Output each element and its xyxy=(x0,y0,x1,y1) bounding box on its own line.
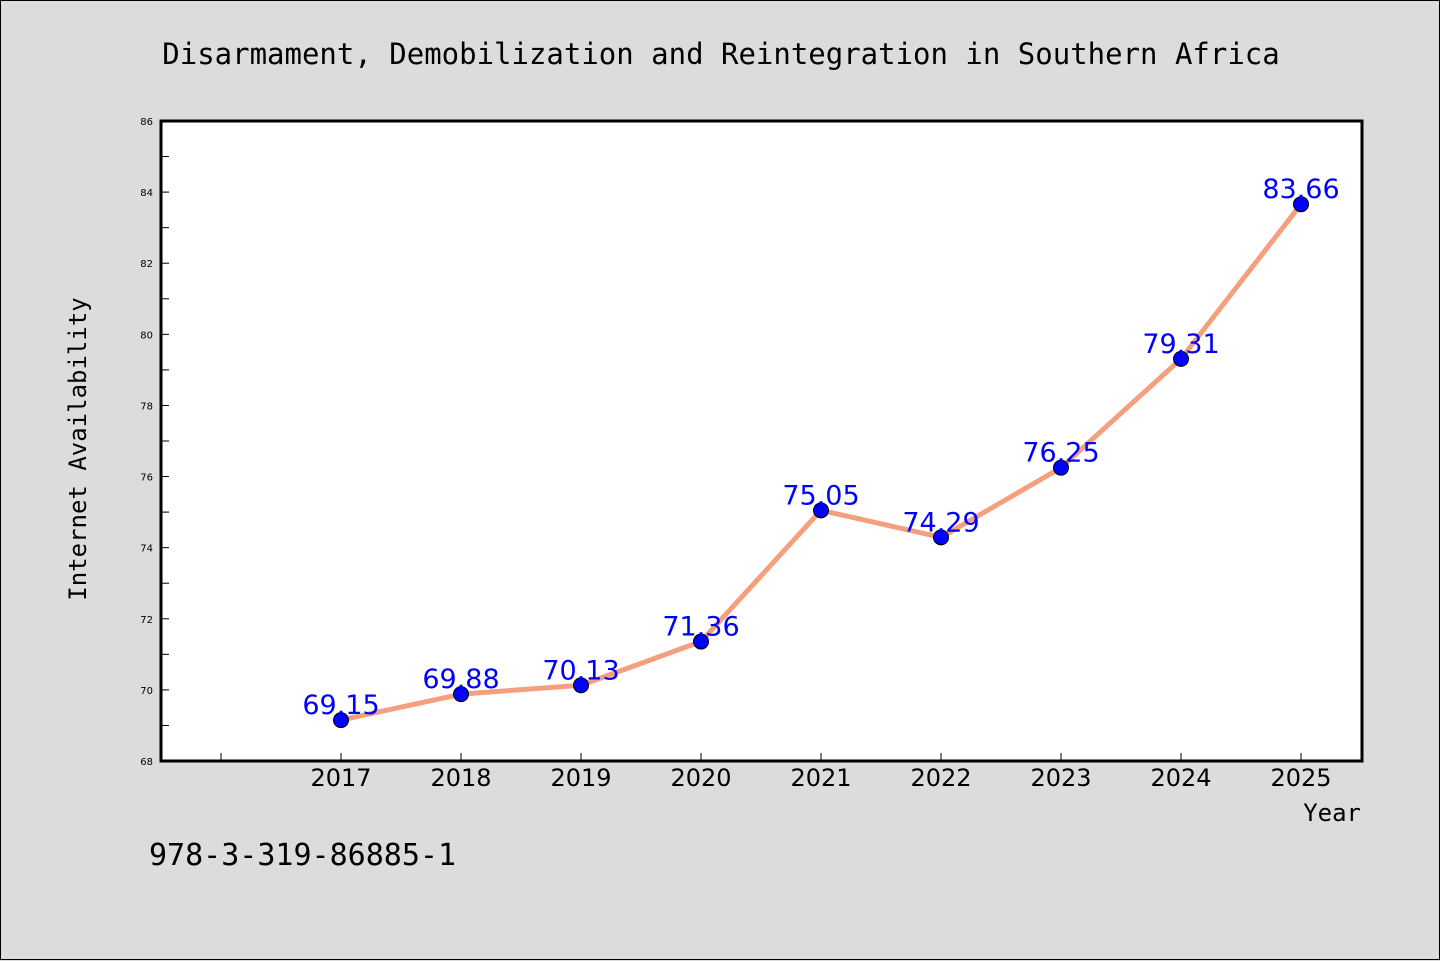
data-point xyxy=(933,529,949,546)
x-tick-label: 2018 xyxy=(430,764,491,792)
data-label: 70.13 xyxy=(542,655,619,686)
data-label: 75.05 xyxy=(782,480,859,511)
y-tick-label: 80 xyxy=(140,330,153,341)
data-point xyxy=(333,712,349,729)
chart-title: Disarmament, Demobilization and Reintegr… xyxy=(162,37,1279,71)
data-point xyxy=(1293,196,1309,213)
x-tick-label: 2023 xyxy=(1030,764,1091,792)
data-point xyxy=(573,677,589,694)
x-axis: 2017 2018 2019 2020 2021 2022 2023 2024 2025 xyxy=(220,753,1332,792)
y-tick-label: 72 xyxy=(140,615,153,626)
data-point xyxy=(1053,459,1069,476)
data-label: 76.25 xyxy=(1022,438,1099,469)
y-tick-label: 84 xyxy=(140,188,153,199)
y-axis: 68 70 72 74 76 78 80 82 84 86 xyxy=(140,117,169,768)
data-label: 69.88 xyxy=(422,664,499,695)
x-tick-label: 2019 xyxy=(550,764,611,792)
x-tick-label: 2024 xyxy=(1150,764,1211,792)
data-point xyxy=(813,502,829,519)
x-tick-label: 2021 xyxy=(790,764,851,792)
x-tick-label: 2022 xyxy=(910,764,971,792)
y-tick-label: 76 xyxy=(140,473,153,484)
data-point xyxy=(453,686,469,703)
y-tick-label: 78 xyxy=(140,401,153,412)
y-tick-label: 70 xyxy=(140,686,153,697)
data-label: 74.29 xyxy=(902,507,979,538)
series-group: 69.15 69.88 70.13 71.36 75.05 74.29 76.25 79.31… xyxy=(302,174,1340,729)
x-tick-label: 2017 xyxy=(310,764,371,792)
x-tick-label: 2025 xyxy=(1270,764,1331,792)
data-label: 69.15 xyxy=(302,690,379,721)
y-tick-label: 74 xyxy=(140,544,153,555)
plot-area xyxy=(159,119,1364,763)
data-point xyxy=(1173,350,1189,367)
data-point xyxy=(693,633,709,650)
data-label: 83.66 xyxy=(1262,174,1339,205)
data-label: 79.31 xyxy=(1142,329,1219,360)
y-tick-label: 68 xyxy=(140,757,153,768)
y-tick-label: 86 xyxy=(140,117,153,128)
y-axis-label: Internet Availability xyxy=(64,297,92,600)
x-tick-label: 2020 xyxy=(670,764,731,792)
footer-isbn: 978-3-319-86885-1 xyxy=(149,838,456,873)
x-axis-label: Year xyxy=(1303,799,1361,827)
y-tick-label: 82 xyxy=(140,259,153,270)
data-label: 71.36 xyxy=(662,612,739,643)
